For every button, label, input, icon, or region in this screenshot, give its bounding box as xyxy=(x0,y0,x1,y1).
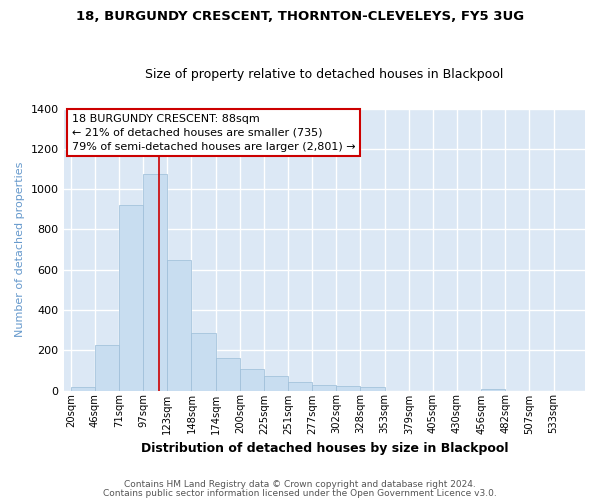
X-axis label: Distribution of detached houses by size in Blackpool: Distribution of detached houses by size … xyxy=(140,442,508,455)
Bar xyxy=(312,386,337,390)
Bar xyxy=(337,386,361,390)
Bar xyxy=(264,376,288,390)
Text: Contains HM Land Registry data © Crown copyright and database right 2024.: Contains HM Land Registry data © Crown c… xyxy=(124,480,476,489)
Text: 18, BURGUNDY CRESCENT, THORNTON-CLEVELEYS, FY5 3UG: 18, BURGUNDY CRESCENT, THORNTON-CLEVELEY… xyxy=(76,10,524,23)
Text: Contains public sector information licensed under the Open Government Licence v3: Contains public sector information licen… xyxy=(103,488,497,498)
Bar xyxy=(191,333,215,390)
Bar xyxy=(215,358,240,390)
Bar xyxy=(288,382,312,390)
Title: Size of property relative to detached houses in Blackpool: Size of property relative to detached ho… xyxy=(145,68,503,81)
Y-axis label: Number of detached properties: Number of detached properties xyxy=(15,162,25,337)
Bar xyxy=(95,345,119,391)
Bar xyxy=(119,205,143,390)
Bar xyxy=(71,388,95,390)
Bar xyxy=(481,389,505,390)
Bar xyxy=(143,174,167,390)
Text: 18 BURGUNDY CRESCENT: 88sqm
← 21% of detached houses are smaller (735)
79% of se: 18 BURGUNDY CRESCENT: 88sqm ← 21% of det… xyxy=(72,114,355,152)
Bar xyxy=(167,260,191,390)
Bar xyxy=(240,370,264,390)
Bar xyxy=(361,388,385,390)
